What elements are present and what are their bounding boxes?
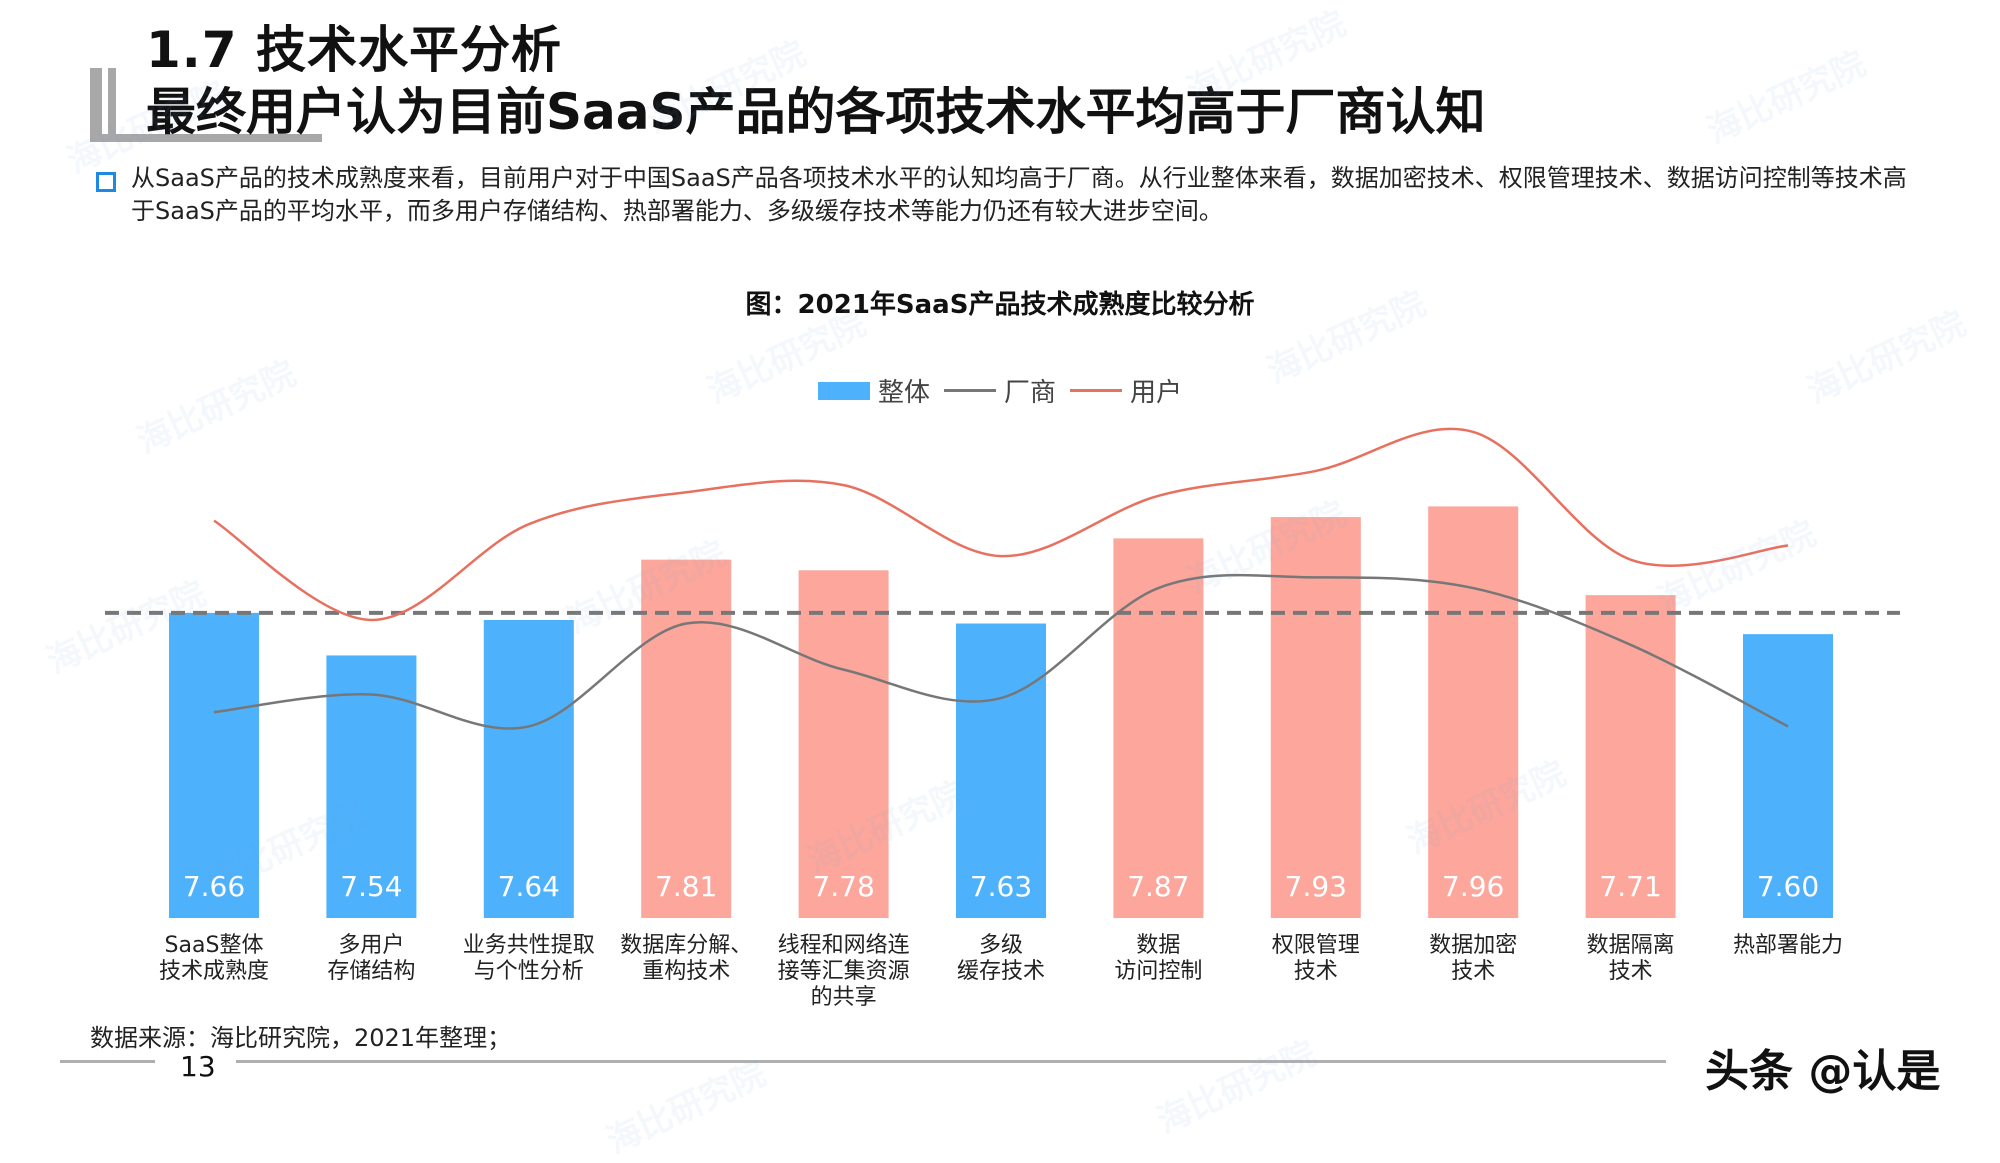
- bar: [1428, 506, 1519, 918]
- category-label: 数据库分解、重构技术: [620, 933, 752, 984]
- footer-divider: [236, 1060, 1666, 1063]
- bar-value-label: 7.96: [1442, 870, 1504, 903]
- category-label: 热部署能力: [1733, 933, 1843, 958]
- description-text: 从SaaS产品的技术成熟度来看，目前用户对于中国SaaS产品各项技术水平的认知均…: [131, 164, 1907, 225]
- category-label: 线程和网络连接等汇集资源的共享: [778, 933, 910, 1010]
- data-source: 数据来源：海比研究院，2021年整理；: [90, 1024, 512, 1052]
- section-title: 1.7 技术水平分析: [146, 21, 562, 79]
- bar-value-label: 7.71: [1599, 870, 1661, 903]
- chart-plot: 7.66 7.54 7.64 7.81 7.78 7.63 7.87 7.93 7.96 7.71…: [105, 427, 1900, 1010]
- bar-value-label: 7.93: [1285, 870, 1347, 903]
- legend-item-vendor: 厂商: [943, 372, 1056, 409]
- legend-item-overall: 整体: [817, 372, 930, 409]
- bar-value-label: 7.60: [1757, 870, 1819, 903]
- legend-swatch-line: [943, 389, 996, 392]
- bar: [169, 612, 259, 918]
- bar-value-label: 7.81: [655, 870, 717, 903]
- title-decoration: [90, 134, 322, 142]
- bar-value-label: 7.78: [812, 870, 874, 903]
- category-label: 业务共性提取与个性分析: [463, 933, 595, 984]
- chart-legend: 整体 厂商 用户: [0, 372, 2000, 409]
- chart-title: 图：2021年SaaS产品技术成熟度比较分析: [745, 290, 1255, 320]
- category-label: 多用户存储结构: [327, 933, 415, 984]
- legend-swatch-bar: [817, 381, 870, 400]
- title-decoration: [90, 68, 102, 142]
- category-label: 权限管理技术: [1272, 933, 1360, 984]
- bar-value-label: 7.64: [498, 870, 560, 903]
- brand-watermark: 头条 @认是: [1705, 1046, 1941, 1097]
- bar-value-label: 7.63: [970, 870, 1032, 903]
- category-label: 数据隔离技术: [1587, 933, 1675, 984]
- legend-label: 厂商: [1003, 378, 1056, 408]
- bar: [1585, 595, 1676, 918]
- user-line: [213, 427, 1789, 622]
- bullet-square-icon: [96, 172, 116, 192]
- page-number: 13: [180, 1050, 216, 1083]
- bar-value-label: 7.66: [183, 870, 245, 903]
- bar-value-label: 7.87: [1127, 870, 1189, 903]
- bar: [483, 619, 574, 918]
- vendor-line: [213, 573, 1789, 730]
- page-headline: 最终用户认为目前SaaS产品的各项技术水平均高于厂商认知: [146, 83, 1486, 141]
- bar: [798, 570, 889, 918]
- category-label: 多级缓存技术: [957, 933, 1045, 984]
- legend-swatch-line: [1070, 389, 1122, 392]
- legend-item-user: 用户: [1070, 372, 1182, 409]
- bar: [641, 559, 732, 918]
- bar: [956, 623, 1046, 918]
- legend-label: 用户: [1130, 378, 1183, 408]
- bar-value-label: 7.54: [340, 870, 402, 903]
- title-decoration: [108, 68, 116, 134]
- bar: [1743, 634, 1833, 918]
- category-label: 数据访问控制: [1114, 933, 1202, 984]
- category-label: SaaS整体技术成熟度: [159, 933, 269, 984]
- bar: [1113, 538, 1204, 918]
- category-label: 数据加密技术: [1429, 933, 1517, 984]
- footer-divider: [60, 1060, 155, 1063]
- bar: [1270, 517, 1361, 918]
- legend-label: 整体: [877, 378, 930, 408]
